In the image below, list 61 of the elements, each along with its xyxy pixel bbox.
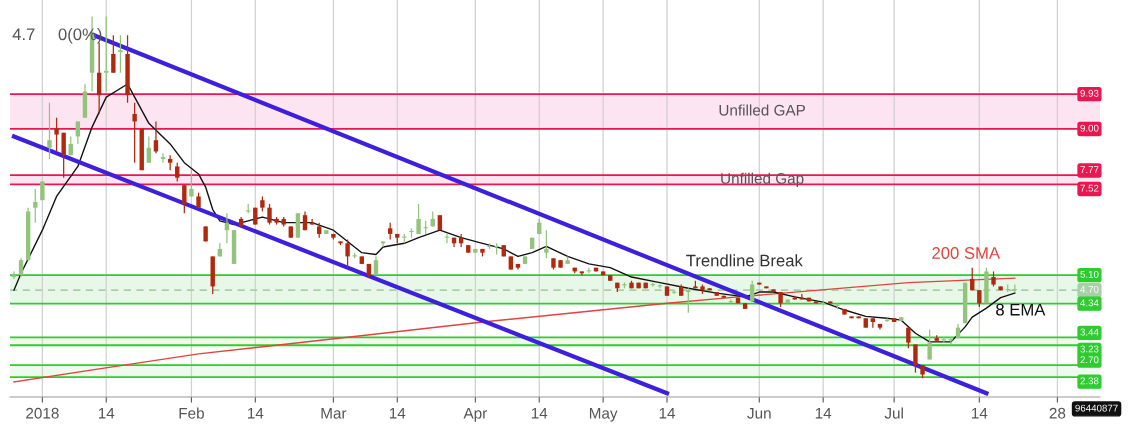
text: 96440877 [1075, 404, 1118, 412]
candlestick [54, 117, 59, 153]
candlestick [927, 328, 932, 361]
candlestick [544, 229, 549, 259]
candlestick [47, 102, 52, 160]
annotation: 4.7 [12, 28, 35, 41]
ref-line-label: 9.00 [1080, 124, 1099, 132]
candlestick [309, 218, 315, 226]
candlestick [160, 152, 166, 164]
ref-line-label: 4.34 [1080, 299, 1099, 307]
ref-line-label: 9.93 [1080, 89, 1099, 97]
x-tick-label: Feb [179, 407, 204, 419]
candlestick [11, 270, 17, 280]
band-label: Unfilled GAP [719, 104, 806, 116]
candlestick [267, 203, 272, 226]
candlestick [799, 293, 805, 301]
x-tick-label: 14 [247, 407, 264, 419]
ref-line-label: 3.44 [1080, 328, 1099, 336]
x-tick-label: 14 [98, 407, 115, 419]
candlestick [146, 135, 152, 164]
ref-line-label: 2.38 [1080, 377, 1099, 385]
candlestick [345, 238, 350, 269]
candlestick [111, 34, 116, 74]
candlestick [913, 343, 918, 374]
ref-line-label: 7.77 [1080, 166, 1099, 174]
candlestick [75, 120, 81, 145]
x-tick-label: 14 [659, 407, 676, 419]
ref-line-label: 5.10 [1080, 270, 1099, 278]
x-tick-label: 2018 [26, 407, 59, 419]
candlestick [416, 203, 421, 235]
candlestick [153, 120, 159, 154]
x-tick-label: 28 [1049, 407, 1066, 419]
x-tick-label: 14 [389, 407, 406, 419]
x-tick-label: 14 [531, 407, 548, 419]
candlestick [167, 154, 173, 171]
x-tick-label: 14 [815, 407, 832, 419]
candlestick [182, 184, 187, 214]
candlestick [175, 162, 180, 183]
candlestick [104, 15, 109, 93]
x-tick-label: 14 [972, 407, 988, 419]
candlestick [61, 132, 66, 179]
ref-line-label: 2.70 [1080, 356, 1099, 364]
candlestick [33, 188, 38, 224]
x-tick-label: May [589, 407, 618, 422]
ref-line-label: 3.23 [1080, 345, 1099, 353]
candlestick [132, 102, 137, 164]
candlestick [380, 240, 386, 248]
annotation: Trendline Break [686, 254, 803, 267]
ref-line-label: 4.70 [1080, 285, 1099, 293]
x-tick-label: Mar [321, 407, 347, 419]
x-tick-label: Apr [463, 407, 487, 422]
series-label: 200 SMA [932, 247, 1001, 259]
series-label: 8 EMA [996, 303, 1046, 316]
ref-line-label: 7.52 [1080, 184, 1099, 192]
candlestick [189, 169, 194, 198]
x-tick-label: Jul [884, 407, 903, 419]
x-tick-label: Jun [747, 407, 771, 419]
candlestick [686, 287, 691, 314]
candlestick [18, 257, 24, 278]
candlestick [118, 34, 123, 74]
candlestick [870, 317, 876, 329]
